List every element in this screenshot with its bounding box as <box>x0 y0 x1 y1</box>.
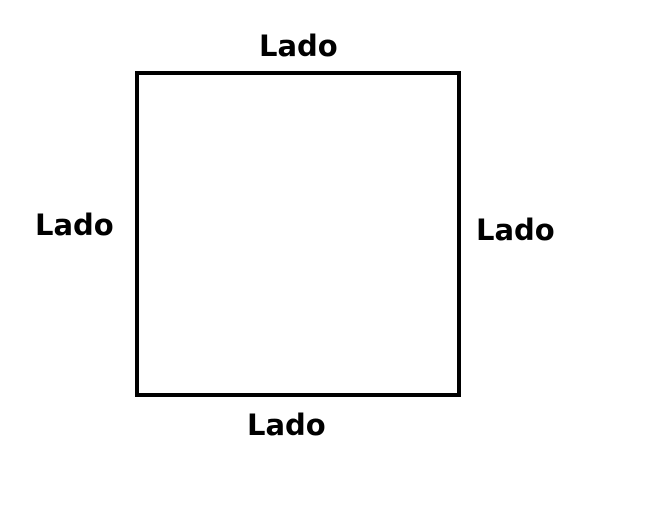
side-label-right: Lado <box>476 213 555 247</box>
side-label-top: Lado <box>259 29 338 63</box>
side-label-bottom: Lado <box>247 408 326 442</box>
square-shape <box>135 71 461 397</box>
side-label-left: Lado <box>35 208 114 242</box>
